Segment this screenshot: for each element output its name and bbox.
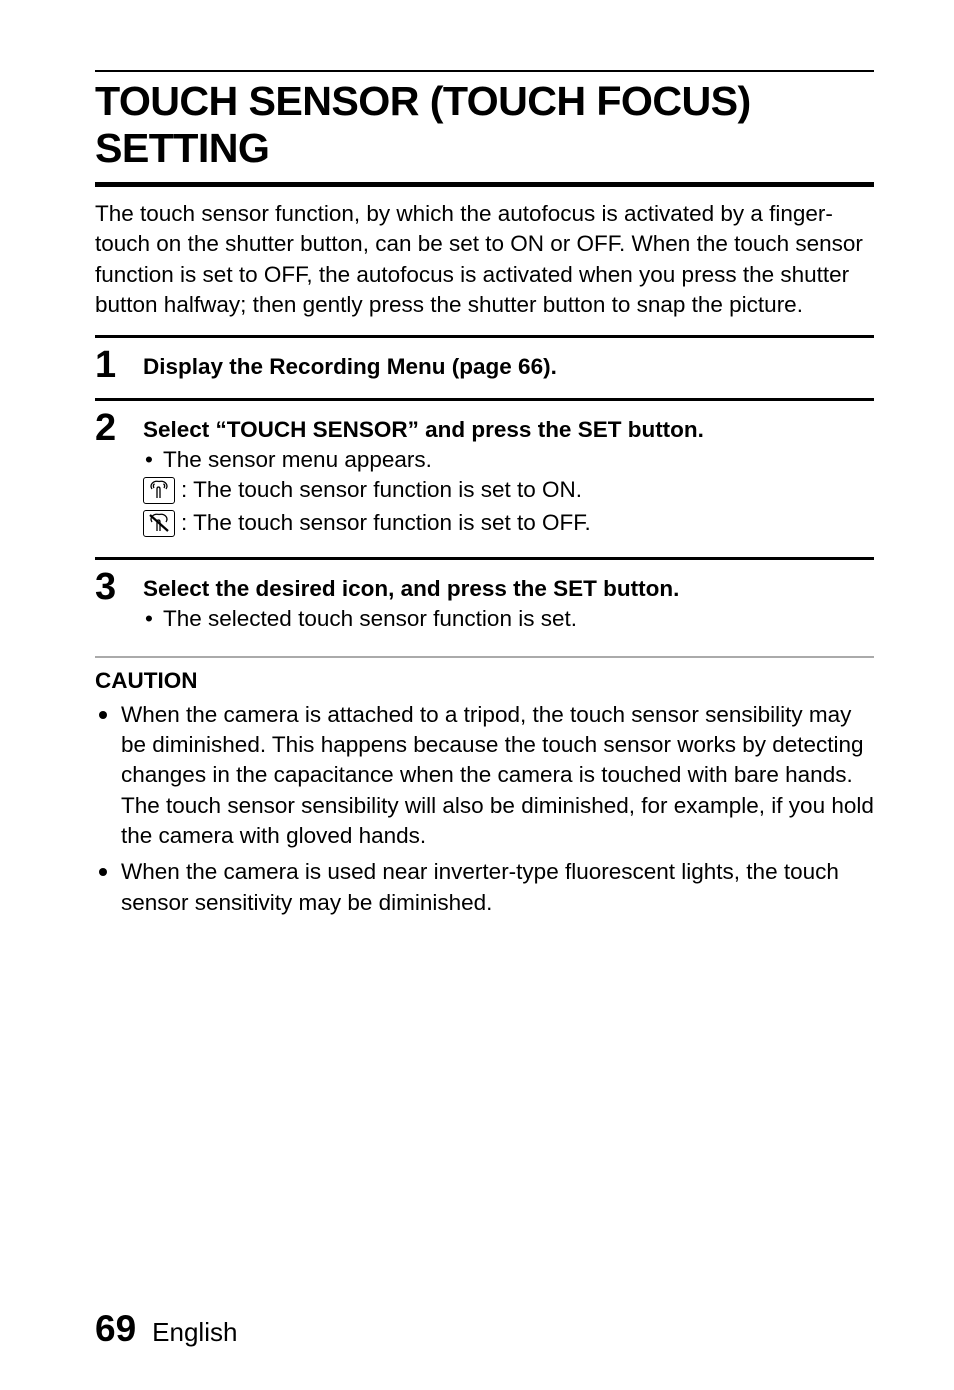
rule-step-3: [95, 557, 874, 560]
touch-on-icon: [143, 477, 175, 504]
step-3-number: 3: [95, 568, 143, 606]
page-title: TOUCH SENSOR (TOUCH FOCUS) SETTING: [95, 76, 874, 174]
caution-item-2: When the camera is used near inverter-ty…: [95, 857, 874, 918]
page-number: 69: [95, 1308, 136, 1350]
step-3-head: Select the desired icon, and press the S…: [143, 576, 874, 602]
step-1-head: Display the Recording Menu (page 66).: [143, 354, 874, 380]
step-2-head: Select “TOUCH SENSOR” and press the SET …: [143, 417, 874, 443]
step-1-number: 1: [95, 346, 143, 384]
page-language: English: [152, 1317, 237, 1348]
step-2-iconline-on: : The touch sensor function is set to ON…: [143, 477, 874, 504]
step-2-iconline-off-text: : The touch sensor function is set to OF…: [181, 510, 591, 536]
step-2-bullet-1: The sensor menu appears.: [143, 447, 874, 473]
page-footer: 69 English: [95, 1308, 874, 1350]
step-3-body: Select the desired icon, and press the S…: [143, 568, 874, 636]
intro-paragraph: The touch sensor function, by which the …: [95, 199, 874, 321]
step-3-bullet-1: The selected touch sensor function is se…: [143, 606, 874, 632]
step-2-number: 2: [95, 409, 143, 447]
step-1: 1 Display the Recording Menu (page 66).: [95, 346, 874, 384]
rule-step-1: [95, 335, 874, 338]
caution-head: CAUTION: [95, 668, 874, 694]
step-2-iconline-off: : The touch sensor function is set to OF…: [143, 510, 874, 537]
rule-top-thin: [95, 70, 874, 72]
step-1-body: Display the Recording Menu (page 66).: [143, 346, 874, 384]
caution-item-1: When the camera is attached to a tripod,…: [95, 700, 874, 852]
rule-caution: [95, 656, 874, 658]
step-2: 2 Select “TOUCH SENSOR” and press the SE…: [95, 409, 874, 543]
step-2-iconline-on-text: : The touch sensor function is set to ON…: [181, 477, 582, 503]
step-3: 3 Select the desired icon, and press the…: [95, 568, 874, 636]
step-2-body: Select “TOUCH SENSOR” and press the SET …: [143, 409, 874, 543]
rule-title-thick: [95, 182, 874, 187]
rule-step-2: [95, 398, 874, 401]
touch-off-icon: [143, 510, 175, 537]
